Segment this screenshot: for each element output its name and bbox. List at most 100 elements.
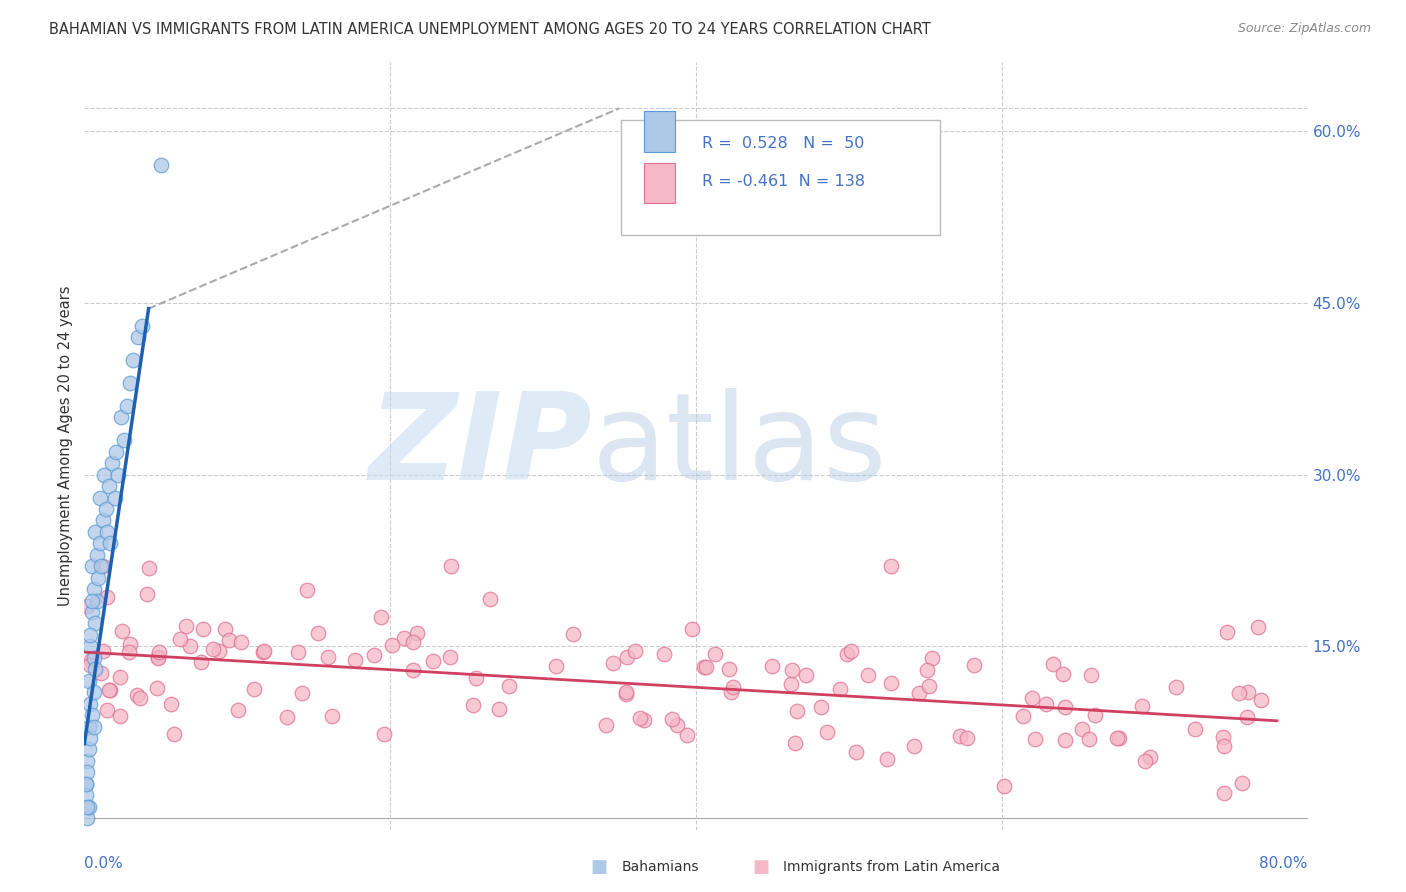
Point bbox=[780, 677, 803, 691]
Point bbox=[1024, 731, 1046, 746]
Point bbox=[287, 645, 309, 659]
Point bbox=[488, 701, 510, 715]
Point bbox=[129, 690, 152, 705]
Point bbox=[316, 649, 339, 664]
Point bbox=[1213, 786, 1236, 800]
Point bbox=[98, 536, 121, 550]
Point bbox=[291, 686, 314, 700]
Point bbox=[84, 524, 107, 539]
Point bbox=[136, 586, 159, 600]
Point bbox=[307, 626, 329, 640]
Point bbox=[80, 653, 103, 667]
Point bbox=[498, 679, 520, 693]
Point bbox=[830, 682, 852, 697]
Point bbox=[595, 718, 617, 732]
Point bbox=[915, 663, 938, 677]
Point bbox=[835, 647, 858, 661]
Text: R = -0.461  N = 138: R = -0.461 N = 138 bbox=[702, 174, 865, 188]
Point bbox=[83, 650, 105, 665]
Point bbox=[131, 318, 153, 333]
Point bbox=[191, 622, 214, 636]
Point bbox=[1078, 732, 1101, 747]
Point bbox=[146, 650, 169, 665]
Point bbox=[652, 647, 675, 661]
Point bbox=[112, 434, 135, 448]
Point bbox=[993, 779, 1015, 793]
Point bbox=[96, 702, 118, 716]
Point bbox=[785, 736, 807, 750]
Point bbox=[252, 645, 274, 659]
Point bbox=[96, 590, 118, 604]
Point bbox=[1237, 685, 1260, 699]
Point bbox=[1021, 691, 1043, 706]
Point bbox=[880, 676, 903, 690]
Point bbox=[633, 713, 655, 727]
Point bbox=[93, 644, 115, 658]
Point bbox=[148, 645, 170, 659]
Point bbox=[77, 742, 100, 756]
Point bbox=[214, 622, 236, 636]
Point bbox=[1184, 723, 1206, 737]
Point bbox=[127, 688, 149, 702]
Point bbox=[207, 643, 229, 657]
Point bbox=[79, 640, 101, 654]
Point bbox=[84, 662, 107, 676]
Point bbox=[115, 399, 138, 413]
Point bbox=[89, 491, 111, 505]
Point bbox=[201, 642, 224, 657]
Point bbox=[108, 670, 131, 684]
Text: Bahamians: Bahamians bbox=[621, 860, 699, 874]
Point bbox=[562, 627, 585, 641]
Point bbox=[962, 658, 984, 673]
Point bbox=[370, 609, 392, 624]
Point bbox=[86, 593, 108, 607]
Point bbox=[616, 650, 638, 665]
Point bbox=[786, 704, 808, 718]
Point bbox=[856, 667, 879, 681]
Point bbox=[1164, 681, 1187, 695]
Point bbox=[83, 719, 105, 733]
Point bbox=[108, 709, 131, 723]
Y-axis label: Unemployment Among Ages 20 to 24 years: Unemployment Among Ages 20 to 24 years bbox=[58, 285, 73, 607]
Point bbox=[120, 637, 142, 651]
Point bbox=[720, 685, 742, 699]
Point bbox=[546, 658, 568, 673]
Point bbox=[295, 583, 318, 598]
Point bbox=[815, 725, 838, 739]
Point bbox=[921, 650, 943, 665]
Text: R =  0.528   N =  50: R = 0.528 N = 50 bbox=[702, 136, 865, 151]
Point bbox=[80, 708, 103, 723]
Point bbox=[118, 645, 141, 659]
Point bbox=[1053, 732, 1076, 747]
Point bbox=[402, 664, 425, 678]
Point bbox=[218, 632, 240, 647]
Point bbox=[1108, 731, 1130, 745]
Point bbox=[373, 727, 395, 741]
Text: Immigrants from Latin America: Immigrants from Latin America bbox=[783, 860, 1000, 874]
Point bbox=[402, 635, 425, 649]
Point bbox=[77, 799, 100, 814]
Point bbox=[105, 444, 128, 458]
Point bbox=[1042, 657, 1064, 672]
Point bbox=[1130, 698, 1153, 713]
Point bbox=[87, 571, 110, 585]
Point bbox=[76, 765, 98, 780]
Point bbox=[666, 718, 689, 732]
Point bbox=[1035, 697, 1057, 711]
Point bbox=[463, 698, 485, 712]
Point bbox=[1070, 722, 1092, 736]
Point bbox=[1084, 707, 1107, 722]
Point bbox=[169, 632, 191, 646]
Point bbox=[1133, 754, 1156, 768]
Point bbox=[845, 745, 868, 759]
Point bbox=[104, 491, 127, 505]
Point bbox=[1230, 776, 1253, 790]
Point bbox=[90, 666, 112, 681]
Point bbox=[80, 559, 103, 574]
Point bbox=[363, 648, 385, 662]
Point bbox=[91, 513, 114, 527]
Point bbox=[422, 654, 444, 668]
Point bbox=[93, 467, 115, 482]
Point bbox=[675, 727, 697, 741]
Point bbox=[83, 582, 105, 596]
